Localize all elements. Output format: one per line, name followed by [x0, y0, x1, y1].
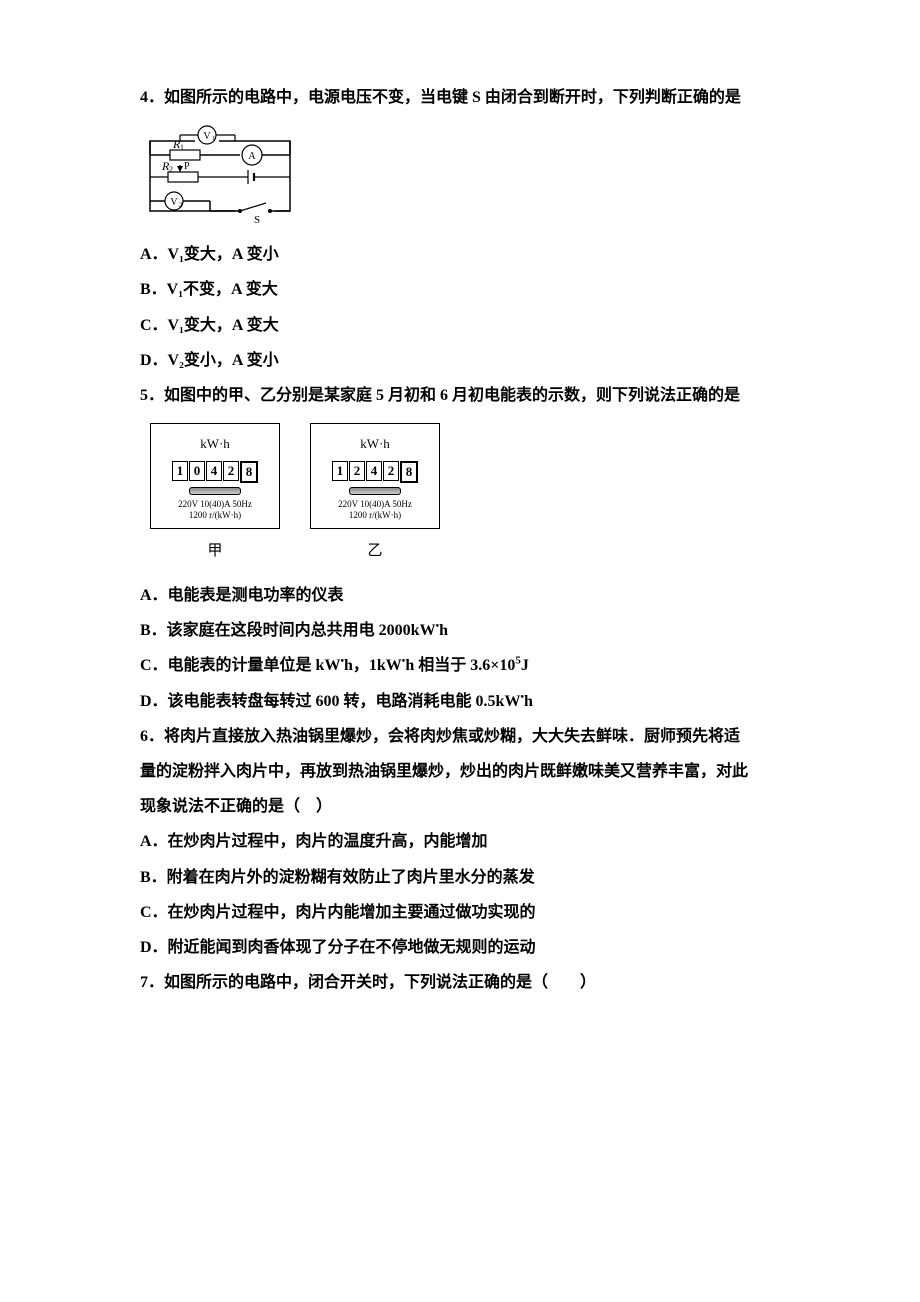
- q5-option-b: B．该家庭在这段时间内总共用电 2000kW•h: [140, 613, 780, 648]
- exam-page: 4．如图所示的电路中，电源电压不变，当电键 S 由闭合到断开时，下列判断正确的是…: [0, 0, 920, 1060]
- q6-option-a: A．在炒肉片过程中，肉片的温度升高，内能增加: [140, 824, 780, 859]
- meter-unit: kW·h: [155, 430, 275, 459]
- svg-text:A: A: [248, 151, 256, 162]
- meter-jia-digits: 1 0 4 2 8: [155, 461, 275, 483]
- q4-option-c: C．V₁变大，A 变大: [140, 308, 780, 343]
- svg-text:V: V: [203, 131, 211, 142]
- q5-meters-figure: kW·h 1 0 4 2 8 220V 10(40)A 50Hz 1200 r/…: [150, 423, 780, 568]
- q5-stem: 5．如图中的甲、乙分别是某家庭 5 月初和 6 月初电能表的示数，则下列说法正确…: [140, 378, 780, 413]
- meter-yi-label: 乙: [367, 535, 382, 568]
- q4-option-d: D．V₂变小，A 变小: [140, 343, 780, 378]
- q5-option-c: C．电能表的计量单位是 kW•h，1kW•h 相当于 3.6×105J: [140, 648, 780, 683]
- q4-option-b: B．V₁不变，A 变大: [140, 272, 780, 307]
- meter-yi-digits: 1 2 4 2 8: [315, 461, 435, 483]
- meter-disc-icon: [189, 487, 241, 495]
- svg-text:1: 1: [212, 135, 216, 143]
- q6-stem-line2: 量的淀粉拌入肉片中，再放到热油锅里爆炒，炒出的肉片既鲜嫩味美又营养丰富，对此: [140, 754, 780, 789]
- meter-jia: kW·h 1 0 4 2 8 220V 10(40)A 50Hz 1200 r/…: [150, 423, 280, 568]
- svg-text:S: S: [254, 214, 260, 226]
- q6-stem-line1: 6．将肉片直接放入热油锅里爆炒，会将肉炒焦或炒糊，大大失去鲜味．厨师预先将适: [140, 719, 780, 754]
- q6-stem-line3: 现象说法不正确的是（ ）: [140, 789, 780, 824]
- meter-unit: kW·h: [315, 430, 435, 459]
- svg-text:V: V: [170, 197, 178, 208]
- meter-jia-label: 甲: [207, 535, 222, 568]
- meter-yi: kW·h 1 2 4 2 8 220V 10(40)A 50Hz 1200 r/…: [310, 423, 440, 568]
- q4-stem: 4．如图所示的电路中，电源电压不变，当电键 S 由闭合到断开时，下列判断正确的是: [140, 80, 780, 115]
- q5-option-d: D．该电能表转盘每转过 600 转，电路消耗电能 0.5kW•h: [140, 684, 780, 719]
- svg-text:P: P: [184, 161, 190, 172]
- q6-option-d: D．附近能闻到肉香体现了分子在不停地做无规则的运动: [140, 930, 780, 965]
- q4-option-a: A．V₁变大，A 变小: [140, 237, 780, 272]
- svg-text:2: 2: [169, 165, 173, 174]
- meter-disc-icon: [349, 487, 401, 495]
- q6-option-b: B．附着在肉片外的淀粉糊有效防止了肉片里水分的蒸发: [140, 860, 780, 895]
- svg-text:2: 2: [179, 201, 183, 209]
- q7-stem: 7．如图所示的电路中，闭合开关时，下列说法正确的是（ ）: [140, 965, 780, 1000]
- circuit-svg: V 1 A: [140, 121, 300, 231]
- q4-circuit-figure: V 1 A: [140, 121, 300, 231]
- q6-option-c: C．在炒肉片过程中，肉片内能增加主要通过做功实现的: [140, 895, 780, 930]
- svg-text:1: 1: [180, 143, 184, 152]
- q5-option-a: A．电能表是测电功率的仪表: [140, 578, 780, 613]
